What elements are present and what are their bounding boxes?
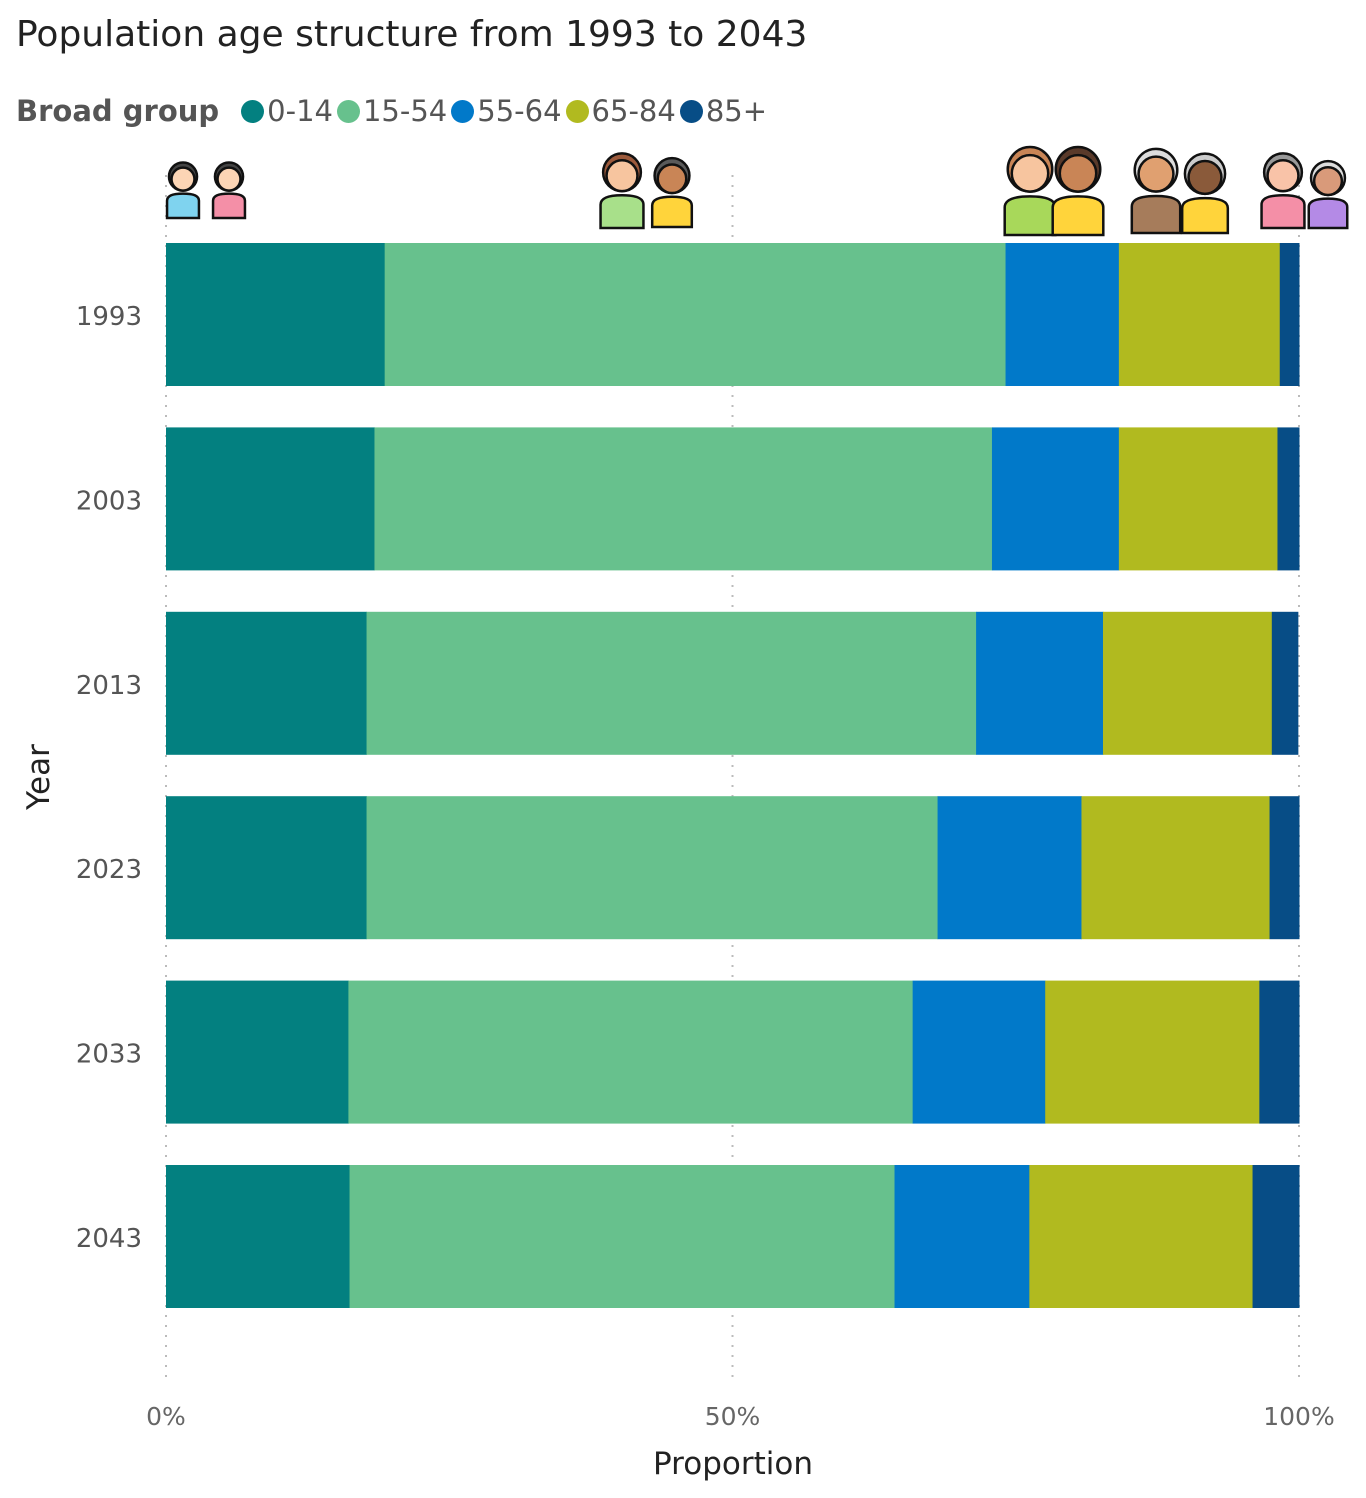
x-tick-label: 100% <box>1263 1402 1334 1431</box>
y-axis-label: Year <box>21 744 57 811</box>
bar-segment-55-64-1993 <box>1005 243 1120 386</box>
bar-segment-15-54-2043 <box>349 1165 896 1308</box>
x-axis-label: Proportion <box>653 1446 813 1482</box>
legend-item-55-64[interactable]: 55-64 <box>451 94 562 128</box>
legend-title: Broad group <box>16 94 220 128</box>
adults-icon <box>1003 145 1057 237</box>
x-tick-label: 0% <box>146 1402 186 1431</box>
bar-segment-55-64-2023 <box>937 796 1082 940</box>
young-adults-icon <box>650 156 694 229</box>
chart-title: Population age structure from 1993 to 20… <box>16 14 808 55</box>
bar-segment-65-84-2003 <box>1118 427 1278 571</box>
elderly-icon <box>1260 152 1306 230</box>
bar-segment-15-54-2033 <box>348 980 914 1124</box>
legend-item-0-14[interactable]: 0-14 <box>241 94 333 128</box>
legend-label: 55-64 <box>477 94 562 128</box>
bar-segment-85+-2043 <box>1252 1165 1300 1308</box>
legend-label: 65-84 <box>591 94 676 128</box>
bar-segment-0-14-2043 <box>166 1165 351 1308</box>
bar-segment-65-84-1993 <box>1118 243 1281 386</box>
legend-dot <box>241 99 265 123</box>
bar-segment-55-64-2033 <box>912 980 1046 1124</box>
bar-segment-0-14-2003 <box>166 427 375 571</box>
legend-label: 0-14 <box>267 94 333 128</box>
bar-segment-55-64-2043 <box>894 1165 1030 1308</box>
bar-segment-0-14-2023 <box>166 796 368 940</box>
legend: Broad group 0-14 15-54 55-64 65-84 85+ <box>16 94 771 128</box>
bar-segment-85+-2023 <box>1269 796 1300 940</box>
y-tick-label: 2023 <box>76 855 142 885</box>
legend-item-85+[interactable]: 85+ <box>679 94 768 128</box>
x-tick-label: 50% <box>705 1402 761 1431</box>
bar-segment-15-54-2003 <box>374 427 993 571</box>
bar-segment-65-84-2043 <box>1029 1165 1254 1308</box>
y-tick-label: 2033 <box>76 1040 142 1070</box>
y-tick-label: 2013 <box>76 671 142 701</box>
bar-segment-55-64-2003 <box>991 427 1120 571</box>
legend-item-15-54[interactable]: 15-54 <box>336 94 448 128</box>
bar-segment-15-54-1993 <box>384 243 1007 386</box>
children-icon <box>211 161 247 220</box>
bar-segment-0-14-1993 <box>166 243 386 386</box>
legend-dot <box>565 99 589 123</box>
bar-segment-85+-2013 <box>1271 611 1299 755</box>
young-adults-icon <box>599 152 645 230</box>
y-tick-label: 2043 <box>76 1224 142 1254</box>
legend-dot <box>679 99 703 123</box>
bar-segment-85+-2033 <box>1259 980 1300 1124</box>
legend-dot <box>336 99 360 123</box>
legend-item-65-84[interactable]: 65-84 <box>565 94 676 128</box>
bar-segment-55-64-2013 <box>976 611 1104 755</box>
bar-segment-85+-2003 <box>1277 427 1300 571</box>
bar-segment-15-54-2023 <box>366 796 939 940</box>
bar-segment-0-14-2013 <box>166 611 368 755</box>
legend-label: 15-54 <box>362 94 448 128</box>
adults-icon <box>1051 145 1105 237</box>
elderly-icon <box>1307 159 1349 230</box>
bar-segment-65-84-2033 <box>1045 980 1260 1124</box>
older-adults-icon <box>1130 147 1182 235</box>
children-icon <box>165 161 201 220</box>
legend-dot <box>451 99 475 123</box>
bar-segment-15-54-2013 <box>366 611 977 755</box>
bar-segment-65-84-2013 <box>1102 611 1273 755</box>
bar-segment-65-84-2023 <box>1081 796 1271 940</box>
y-tick-label: 1993 <box>76 302 142 332</box>
legend-label: 85+ <box>705 94 768 128</box>
y-tick-label: 2003 <box>76 486 142 516</box>
bar-segment-0-14-2033 <box>166 980 349 1124</box>
older-adults-icon <box>1180 152 1230 235</box>
bar-segment-85+-1993 <box>1279 243 1300 386</box>
